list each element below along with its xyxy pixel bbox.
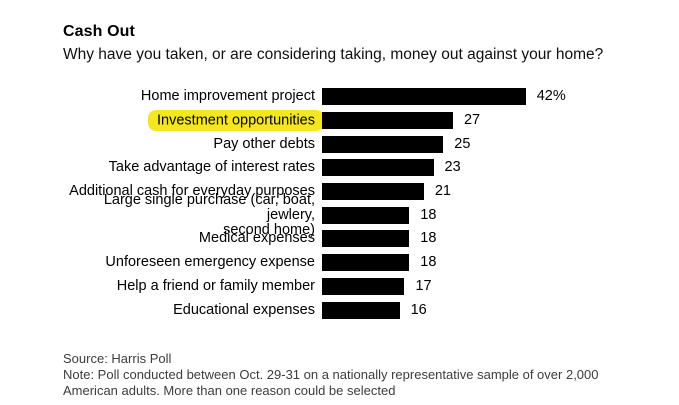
value-label: 17 bbox=[415, 277, 432, 294]
chart-row: Take advantage of interest rates 23 bbox=[63, 156, 679, 180]
chart-bar bbox=[322, 206, 410, 224]
category-label: Help a friend or family member bbox=[116, 277, 315, 294]
note-line: Note: Poll conducted between Oct. 29-31 … bbox=[63, 367, 599, 399]
chart-row: Additional cash for everyday purposes 21 bbox=[63, 180, 679, 204]
category-label: Unforeseen emergency expense bbox=[105, 254, 315, 271]
chart-row: Unforeseen emergency expense 18 bbox=[63, 251, 679, 275]
bar-chart: Home improvement project 42% Investment op… bbox=[63, 85, 679, 322]
chart-footer: Source: Harris Poll Note: Poll conducted… bbox=[63, 351, 679, 400]
value-label: 18 bbox=[420, 254, 437, 271]
value-label: 42% bbox=[536, 88, 566, 105]
chart-bar bbox=[322, 112, 453, 130]
chart-bar bbox=[322, 88, 526, 106]
category-label-cell: Help a friend or family member bbox=[63, 277, 322, 294]
chart-row: Home improvement project 42% bbox=[63, 85, 679, 109]
chart-row: Pay other debts 25 bbox=[63, 132, 679, 156]
chart-bar bbox=[322, 183, 424, 201]
value-label: 27 bbox=[463, 112, 481, 129]
chart-row: Investment opportunities 27 bbox=[63, 109, 679, 133]
category-label-cell: Unforeseen emergency expense bbox=[63, 255, 322, 270]
category-label: Educational expenses bbox=[173, 301, 315, 318]
category-label-cell: Medical expenses bbox=[63, 231, 322, 246]
chart-bar bbox=[322, 277, 405, 295]
category-label-highlighted: Investment opportunities bbox=[148, 109, 324, 131]
value-label: 25 bbox=[454, 135, 471, 152]
category-label-cell: Large single purchase (car, boat, jewler… bbox=[63, 191, 322, 238]
category-label-cell: Home improvement project bbox=[63, 89, 322, 104]
chart-bar bbox=[322, 230, 410, 248]
category-label-cell: Additional cash for everyday purposes bbox=[63, 184, 322, 199]
chart-title: Cash Out bbox=[63, 23, 135, 40]
chart-bar bbox=[322, 301, 400, 319]
category-label: Additional cash for everyday purposes bbox=[69, 183, 315, 200]
chart-row: Medical expenses 18 bbox=[63, 227, 679, 251]
category-label: Large single purchase (car, boat, jewler… bbox=[103, 191, 315, 238]
chart-bar bbox=[322, 135, 444, 153]
category-label: Pay other debts bbox=[213, 135, 315, 152]
chart-subtitle: Why have you taken, or are considering t… bbox=[63, 46, 604, 63]
chart-bar bbox=[322, 254, 410, 272]
category-label-cell: Investment opportunities bbox=[63, 109, 324, 131]
source-line: Source: Harris Poll bbox=[63, 350, 172, 366]
chart-row: Large single purchase (car, boat, jewler… bbox=[63, 192, 679, 237]
category-label-cell: Pay other debts bbox=[63, 135, 322, 152]
chart-bar bbox=[322, 159, 434, 177]
value-label: 18 bbox=[420, 230, 437, 247]
category-label-cell: Take advantage of interest rates bbox=[63, 160, 322, 175]
chart-row: Help a friend or family member 17 bbox=[63, 275, 679, 299]
value-label: 21 bbox=[434, 183, 451, 200]
value-label: 16 bbox=[410, 301, 427, 318]
category-label-cell: Educational expenses bbox=[63, 301, 322, 318]
category-label: Medical expenses bbox=[198, 230, 315, 247]
value-label: 18 bbox=[420, 206, 437, 223]
category-label: Home improvement project bbox=[140, 88, 315, 105]
chart-row: Educational expenses 16 bbox=[63, 298, 679, 322]
category-label: Take advantage of interest rates bbox=[108, 159, 315, 176]
value-label: 23 bbox=[444, 159, 461, 176]
